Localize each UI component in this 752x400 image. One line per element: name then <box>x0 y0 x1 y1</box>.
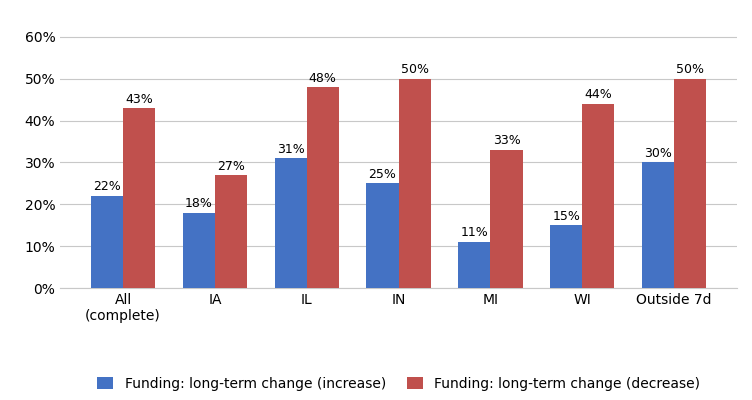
Bar <box>550 225 582 288</box>
Text: 31%: 31% <box>277 143 305 156</box>
Text: 22%: 22% <box>93 180 121 194</box>
Bar <box>307 87 339 288</box>
Text: 18%: 18% <box>185 197 213 210</box>
Bar <box>215 175 247 288</box>
Bar <box>123 108 155 288</box>
Text: 11%: 11% <box>460 226 488 240</box>
Text: 27%: 27% <box>217 160 245 172</box>
Text: 50%: 50% <box>401 63 429 76</box>
Text: 30%: 30% <box>644 147 672 160</box>
Text: 15%: 15% <box>552 210 580 223</box>
Text: 33%: 33% <box>493 134 520 147</box>
Bar <box>399 79 431 288</box>
Bar <box>91 196 123 288</box>
Bar <box>674 79 706 288</box>
Text: 44%: 44% <box>584 88 612 101</box>
Text: 43%: 43% <box>126 92 153 106</box>
Text: 25%: 25% <box>368 168 396 181</box>
Bar <box>366 183 399 288</box>
Bar <box>642 162 674 288</box>
Bar <box>183 213 215 288</box>
Legend: Funding: long-term change (increase), Funding: long-term change (decrease): Funding: long-term change (increase), Fu… <box>91 371 706 396</box>
Bar <box>582 104 614 288</box>
Text: 48%: 48% <box>309 72 337 85</box>
Bar <box>458 242 490 288</box>
Bar <box>490 150 523 288</box>
Bar <box>274 158 307 288</box>
Text: 50%: 50% <box>676 63 704 76</box>
